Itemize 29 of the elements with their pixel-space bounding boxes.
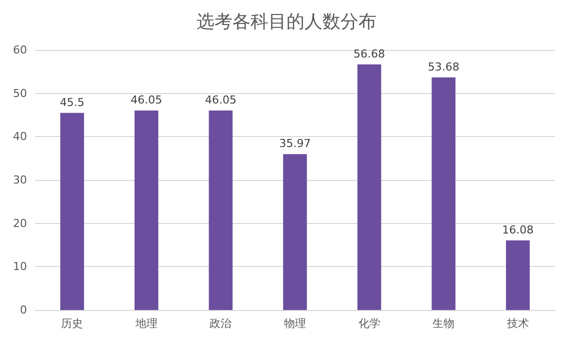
y-tick-label: 30 [13, 174, 27, 186]
bar [208, 110, 233, 310]
y-tick-label: 0 [20, 304, 27, 316]
bar [134, 110, 158, 310]
bar [283, 154, 307, 310]
bar [432, 77, 456, 310]
y-tick-label: 40 [13, 130, 27, 144]
x-tick-label: 化学 [358, 317, 380, 330]
data-label: 46.05 [204, 93, 236, 106]
data-label: 35.97 [279, 137, 311, 150]
x-tick-label: 历史 [61, 317, 84, 330]
chart-title: 选考各科目的人数分布 [196, 12, 376, 32]
x-tick-label: 技术 [506, 317, 529, 330]
bar [357, 64, 382, 310]
data-label: 16.08 [502, 223, 534, 236]
data-label: 46.05 [130, 93, 162, 106]
y-tick-label: 60 [13, 44, 27, 56]
data-label: 56.68 [354, 47, 386, 60]
x-tick-label: 生物 [432, 317, 455, 330]
x-tick-label: 地理 [134, 317, 158, 330]
y-tick-label: 50 [13, 86, 27, 100]
x-tick-label: 政治 [210, 317, 232, 330]
bar [506, 240, 530, 310]
y-tick-label: 20 [13, 216, 27, 230]
y-tick-label: 10 [13, 260, 27, 274]
x-tick-label: 物理 [284, 317, 306, 330]
data-label: 53.68 [428, 60, 460, 74]
bar [60, 112, 84, 310]
data-label: 45.5 [60, 96, 84, 109]
